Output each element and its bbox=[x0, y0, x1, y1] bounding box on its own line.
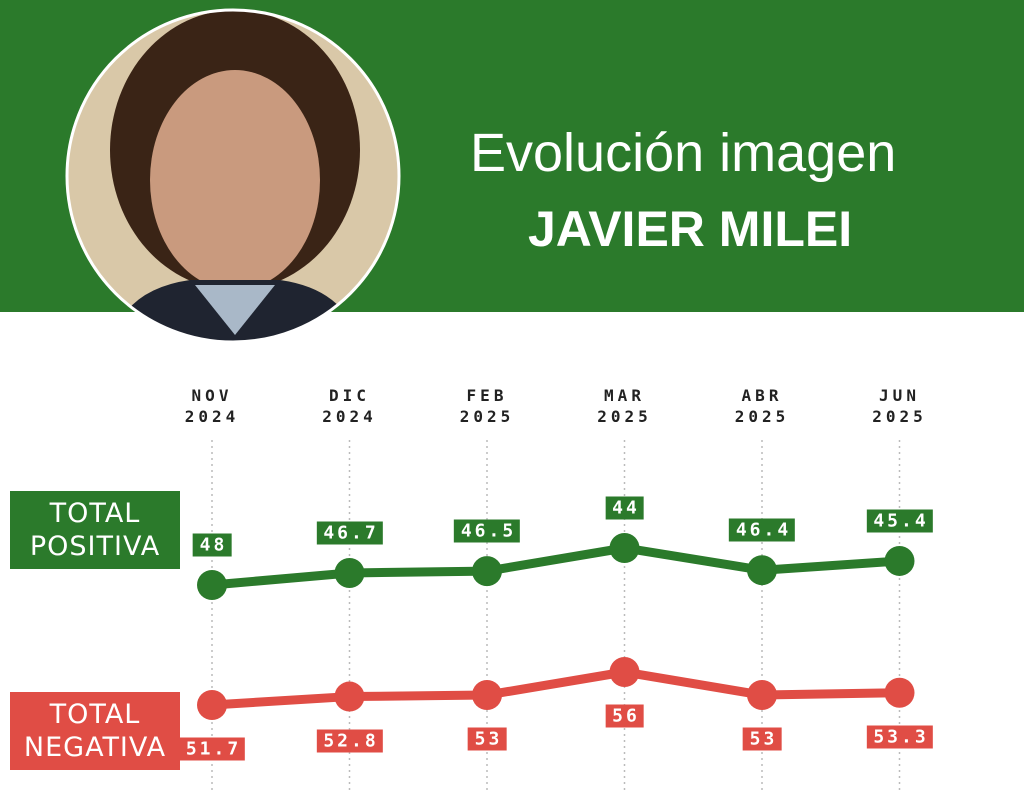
x-tick-label: JUN 2025 bbox=[872, 386, 927, 426]
data-label: 56 bbox=[605, 704, 644, 728]
series-line bbox=[211, 667, 900, 710]
point bbox=[609, 533, 640, 563]
legend-entry: TOTAL POSITIVA bbox=[10, 491, 180, 569]
x-tick-label: MAR 2025 bbox=[597, 386, 652, 426]
data-label: 45.4 bbox=[866, 509, 933, 533]
point bbox=[197, 570, 227, 600]
point bbox=[197, 690, 227, 720]
point bbox=[472, 556, 502, 587]
point bbox=[747, 680, 777, 711]
point bbox=[334, 557, 365, 588]
data-label: 48 bbox=[192, 533, 232, 557]
portrait-frame bbox=[65, 8, 401, 344]
point bbox=[884, 677, 915, 708]
x-tick-label: ABR 2025 bbox=[734, 386, 790, 426]
data-label: 46.5 bbox=[453, 519, 521, 543]
x-tick-label: NOV 2024 bbox=[184, 386, 240, 426]
data-label: 44 bbox=[605, 496, 644, 520]
chart-title: Evolución imagen bbox=[470, 123, 897, 183]
legend-entry: TOTAL NEGATIVA bbox=[10, 692, 180, 770]
data-label: 46.7 bbox=[316, 521, 383, 545]
data-label: 46.4 bbox=[728, 518, 796, 542]
data-label: 53.3 bbox=[866, 725, 933, 749]
x-tick-label: DIC 2024 bbox=[322, 386, 377, 426]
point bbox=[884, 545, 915, 576]
point bbox=[609, 657, 640, 687]
data-label: 53 bbox=[742, 727, 782, 751]
point bbox=[472, 680, 502, 711]
data-label: 53 bbox=[467, 727, 507, 751]
chart-subtitle: JAVIER MILEI bbox=[528, 201, 853, 257]
point bbox=[334, 681, 365, 712]
point bbox=[747, 555, 777, 586]
x-tick-label: FEB 2025 bbox=[459, 386, 515, 426]
data-label: 52.8 bbox=[316, 729, 383, 753]
series-line bbox=[211, 543, 900, 590]
data-label: 51.7 bbox=[178, 737, 246, 761]
portrait bbox=[67, 10, 399, 342]
